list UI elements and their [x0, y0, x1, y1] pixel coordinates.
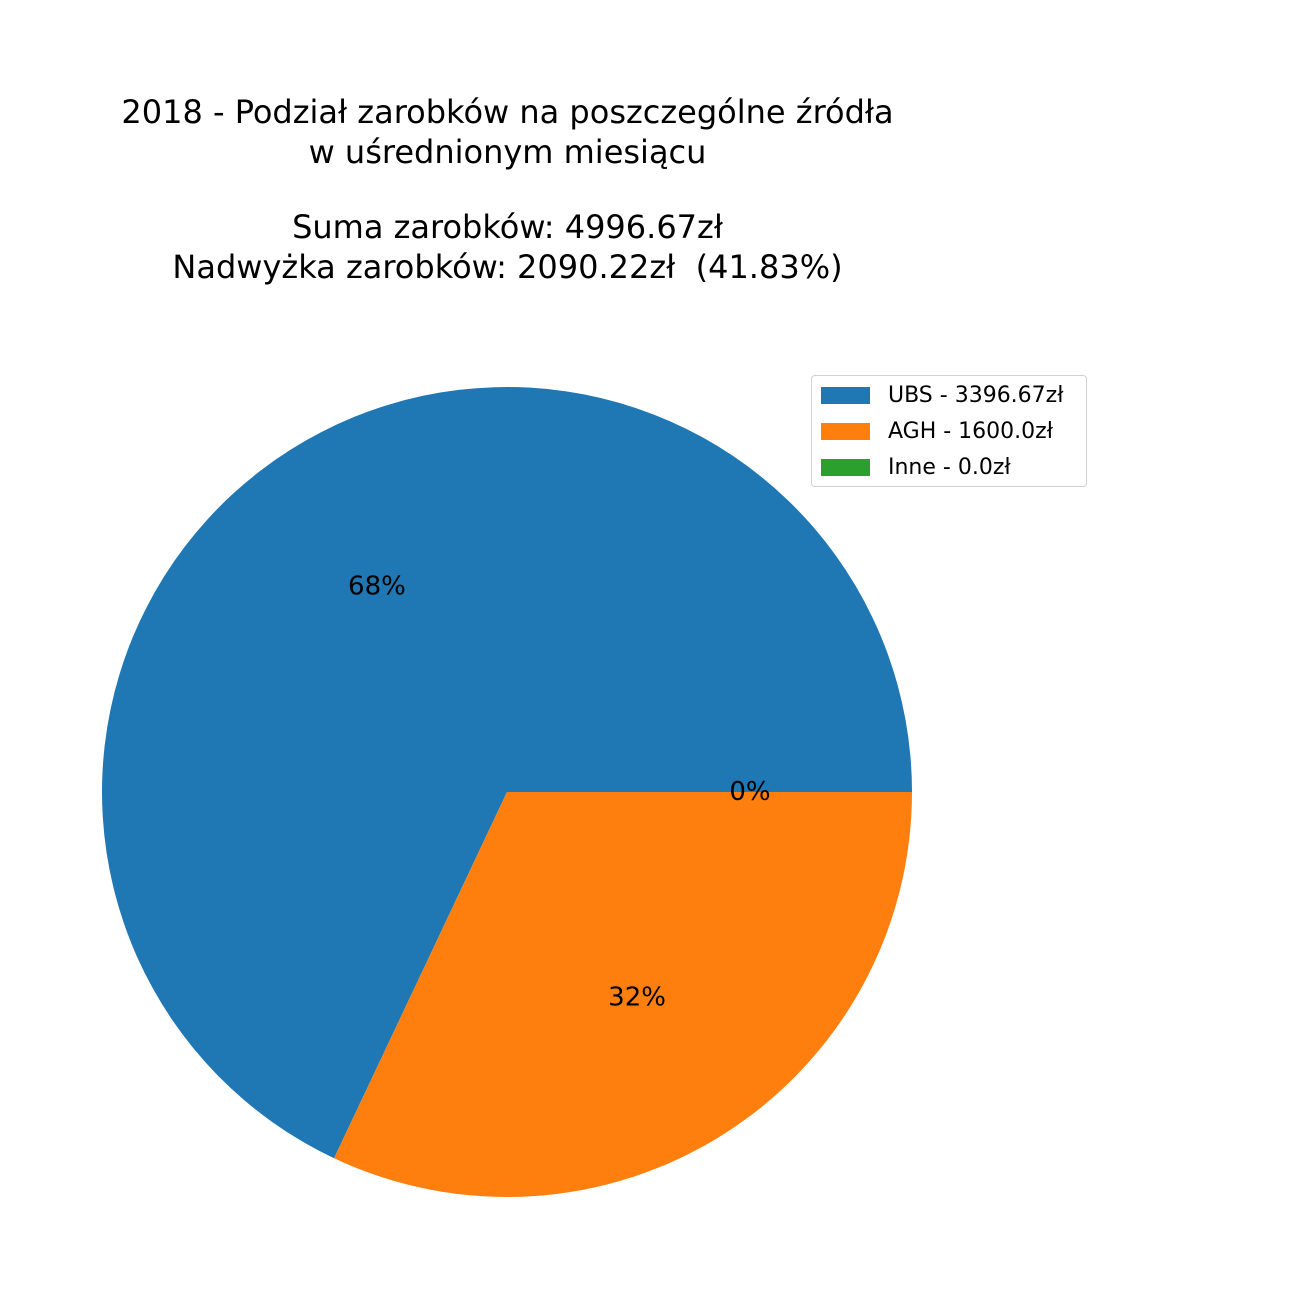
legend-swatch-ubs: [821, 386, 870, 404]
legend-item-agh: AGH - 1600.0zł: [821, 417, 1053, 445]
chart-title-line-4: Nadwyżka zarobków: 2090.22zł (41.83%): [172, 248, 843, 286]
chart-title-line-1: 2018 - Podział zarobków na poszczególne …: [121, 93, 894, 131]
chart-legend: UBS - 3396.67zł AGH - 1600.0zł Inne - 0.…: [811, 375, 1087, 487]
legend-swatch-agh: [821, 422, 870, 440]
pie-label-inne: 0%: [729, 777, 770, 807]
chart-title-line-3: Suma zarobków: 4996.67zł: [292, 208, 723, 246]
legend-label-inne: Inne - 0.0zł: [888, 454, 1011, 480]
legend-item-inne: Inne - 0.0zł: [821, 453, 1011, 481]
pie-label-agh: 32%: [608, 982, 666, 1012]
pie-slice-agh: [334, 792, 913, 1197]
legend-swatch-inne: [821, 458, 870, 476]
pie-label-ubs: 68%: [348, 572, 406, 602]
legend-label-agh: AGH - 1600.0zł: [888, 418, 1053, 444]
legend-item-ubs: UBS - 3396.67zł: [821, 381, 1063, 409]
pie-slice-ubs: [102, 387, 913, 1159]
chart-title-line-2: w uśrednionym miesiącu: [308, 133, 707, 171]
legend-label-ubs: UBS - 3396.67zł: [888, 382, 1064, 408]
